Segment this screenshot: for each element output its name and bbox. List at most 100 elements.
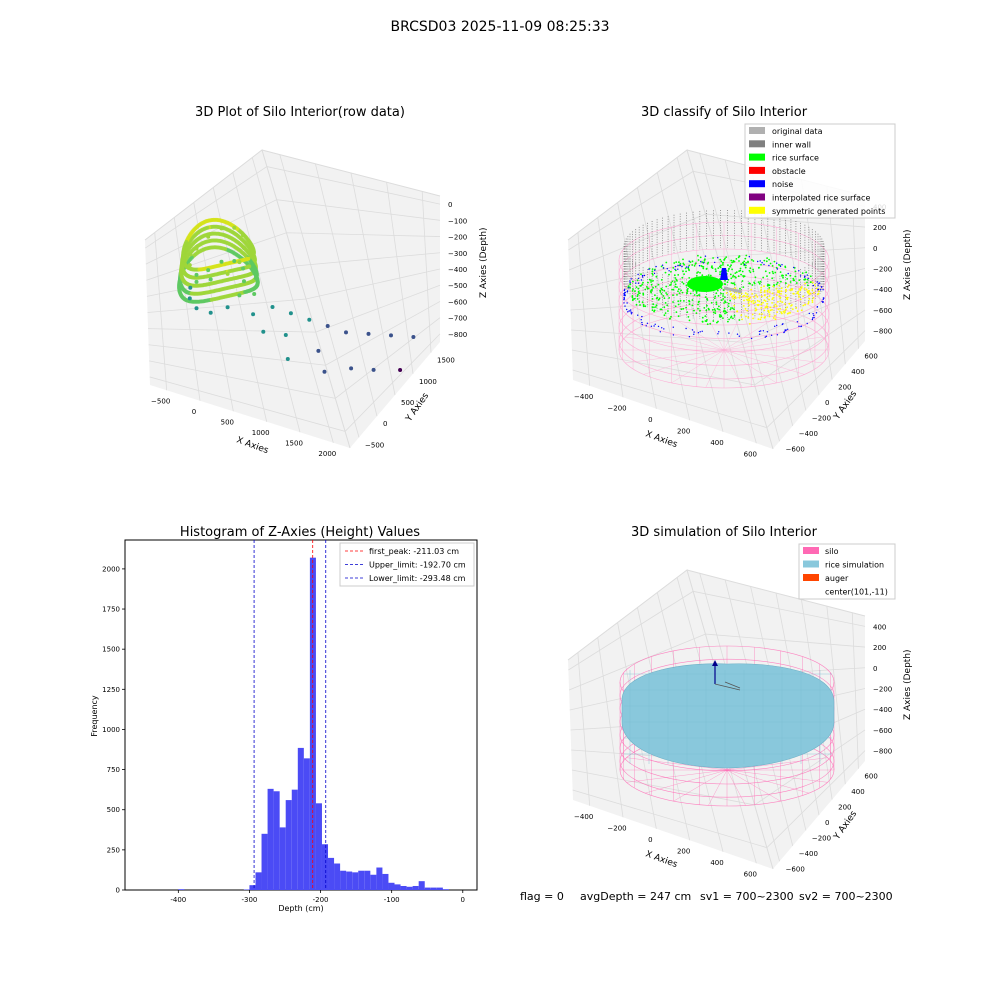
- classify-legend-label: noise: [772, 180, 793, 189]
- rice-surface-point: [650, 281, 652, 283]
- rice-surface-point: [794, 270, 797, 273]
- raw-point: [411, 335, 416, 339]
- classify-plot-zgrid: [572, 330, 866, 429]
- raw-point: [252, 292, 257, 296]
- symmetric-point: [787, 284, 790, 287]
- simulation-legend-label: center(101,-11): [825, 588, 888, 597]
- rice-surface-point: [730, 307, 732, 309]
- noise-point: [798, 270, 800, 272]
- raw-point: [242, 246, 246, 250]
- histogram-title: Histogram of Z-Axies (Height) Values: [180, 525, 420, 540]
- symmetric-point: [807, 302, 810, 305]
- rice-surface-point: [714, 312, 717, 315]
- rice-surface-point: [693, 309, 695, 312]
- rice-surface-point: [725, 256, 728, 258]
- symmetric-point: [803, 287, 806, 290]
- noise-point: [770, 334, 773, 336]
- noise-point: [765, 335, 768, 337]
- histogram-xtick-label: 0: [461, 896, 465, 904]
- histogram-bar: [424, 887, 431, 890]
- noise-point: [700, 261, 702, 263]
- rice-surface-point: [809, 275, 812, 278]
- rice-surface-point: [665, 285, 668, 288]
- symmetric-point: [776, 311, 779, 313]
- raw-plot-xtick-label: 1000: [252, 429, 270, 437]
- noise-point: [701, 330, 703, 332]
- rice-surface-point: [768, 258, 770, 261]
- rice-surface-point: [706, 262, 709, 265]
- symmetric-point: [774, 303, 777, 306]
- rice-surface-point: [723, 309, 725, 312]
- symmetric-point: [762, 301, 764, 304]
- rice-surface-point: [697, 301, 700, 304]
- symmetric-point: [766, 290, 769, 293]
- rice-surface-point: [776, 281, 779, 284]
- raw-point: [344, 330, 348, 335]
- symmetric-point: [799, 289, 802, 292]
- noise-point: [641, 276, 644, 278]
- simulation-plot-xtick-label: 600: [744, 870, 757, 878]
- rice-surface-point: [749, 271, 752, 274]
- noise-point: [628, 287, 630, 289]
- symmetric-point: [747, 299, 749, 302]
- symmetric-point: [771, 308, 773, 311]
- rice-surface-point: [719, 271, 721, 273]
- histogram-bar: [412, 885, 419, 890]
- rice-surface-point: [729, 299, 731, 302]
- symmetric-point: [760, 316, 763, 319]
- symmetric-point: [789, 289, 792, 292]
- rice-surface-point: [725, 311, 728, 314]
- rice-surface-point: [702, 267, 705, 270]
- rice-surface-point: [768, 272, 771, 274]
- rice-surface-point: [651, 272, 654, 275]
- classify-plot-ytick-label: −200: [812, 414, 831, 422]
- rice-surface-point: [735, 258, 738, 260]
- symmetric-point: [746, 309, 749, 312]
- simulation-silo-spoke: [708, 769, 728, 806]
- rice-surface-point: [688, 299, 690, 302]
- noise-point: [806, 274, 808, 276]
- simulation-plot-zlabel: Z Axies (Depth): [903, 649, 913, 720]
- classify-plot-xlabel: X Axies: [644, 429, 679, 450]
- rice-surface-point: [688, 319, 691, 322]
- rice-surface-point: [757, 267, 760, 269]
- rice-surface-point: [705, 267, 708, 270]
- rice-surface-point: [760, 263, 762, 266]
- rice-surface-point: [675, 261, 678, 263]
- histogram-ytick-label: 1500: [102, 646, 120, 654]
- rice-surface-point: [727, 302, 730, 305]
- rice-surface-point: [672, 301, 674, 303]
- rice-surface-point: [697, 271, 699, 273]
- rice-surface-point: [693, 294, 696, 296]
- rice-surface-point: [631, 295, 634, 297]
- simulation-legend-swatch: [803, 560, 819, 568]
- raw-point: [242, 279, 246, 284]
- rice-surface-point: [639, 304, 641, 306]
- symmetric-point: [731, 295, 734, 298]
- symmetric-point: [747, 316, 750, 319]
- histogram-xtick-label: -100: [384, 896, 400, 904]
- histogram-ylabel: Frequency: [90, 695, 99, 737]
- rice-surface-point: [639, 292, 641, 295]
- noise-point: [822, 289, 824, 291]
- rice-surface-point: [771, 277, 774, 280]
- rice-surface-point: [742, 261, 744, 264]
- raw-point: [247, 264, 252, 269]
- rice-surface-point: [636, 298, 639, 300]
- rice-surface-point: [682, 282, 685, 285]
- classify-plot-xtick-label: −200: [607, 404, 626, 412]
- noise-point: [679, 264, 681, 267]
- simulation-legend-swatch: [803, 574, 819, 581]
- rice-surface-point: [647, 281, 649, 284]
- rice-surface-point: [657, 283, 660, 286]
- rice-surface-point: [629, 283, 631, 285]
- simulation-plot-xtick-label: 400: [710, 859, 723, 867]
- raw-point: [232, 225, 237, 230]
- symmetric-point: [800, 309, 803, 312]
- rice-surface-point: [695, 292, 698, 294]
- rice-surface-point: [664, 302, 667, 304]
- rice-surface-point: [709, 274, 712, 277]
- symmetric-point: [786, 298, 789, 301]
- noise-point: [819, 289, 822, 291]
